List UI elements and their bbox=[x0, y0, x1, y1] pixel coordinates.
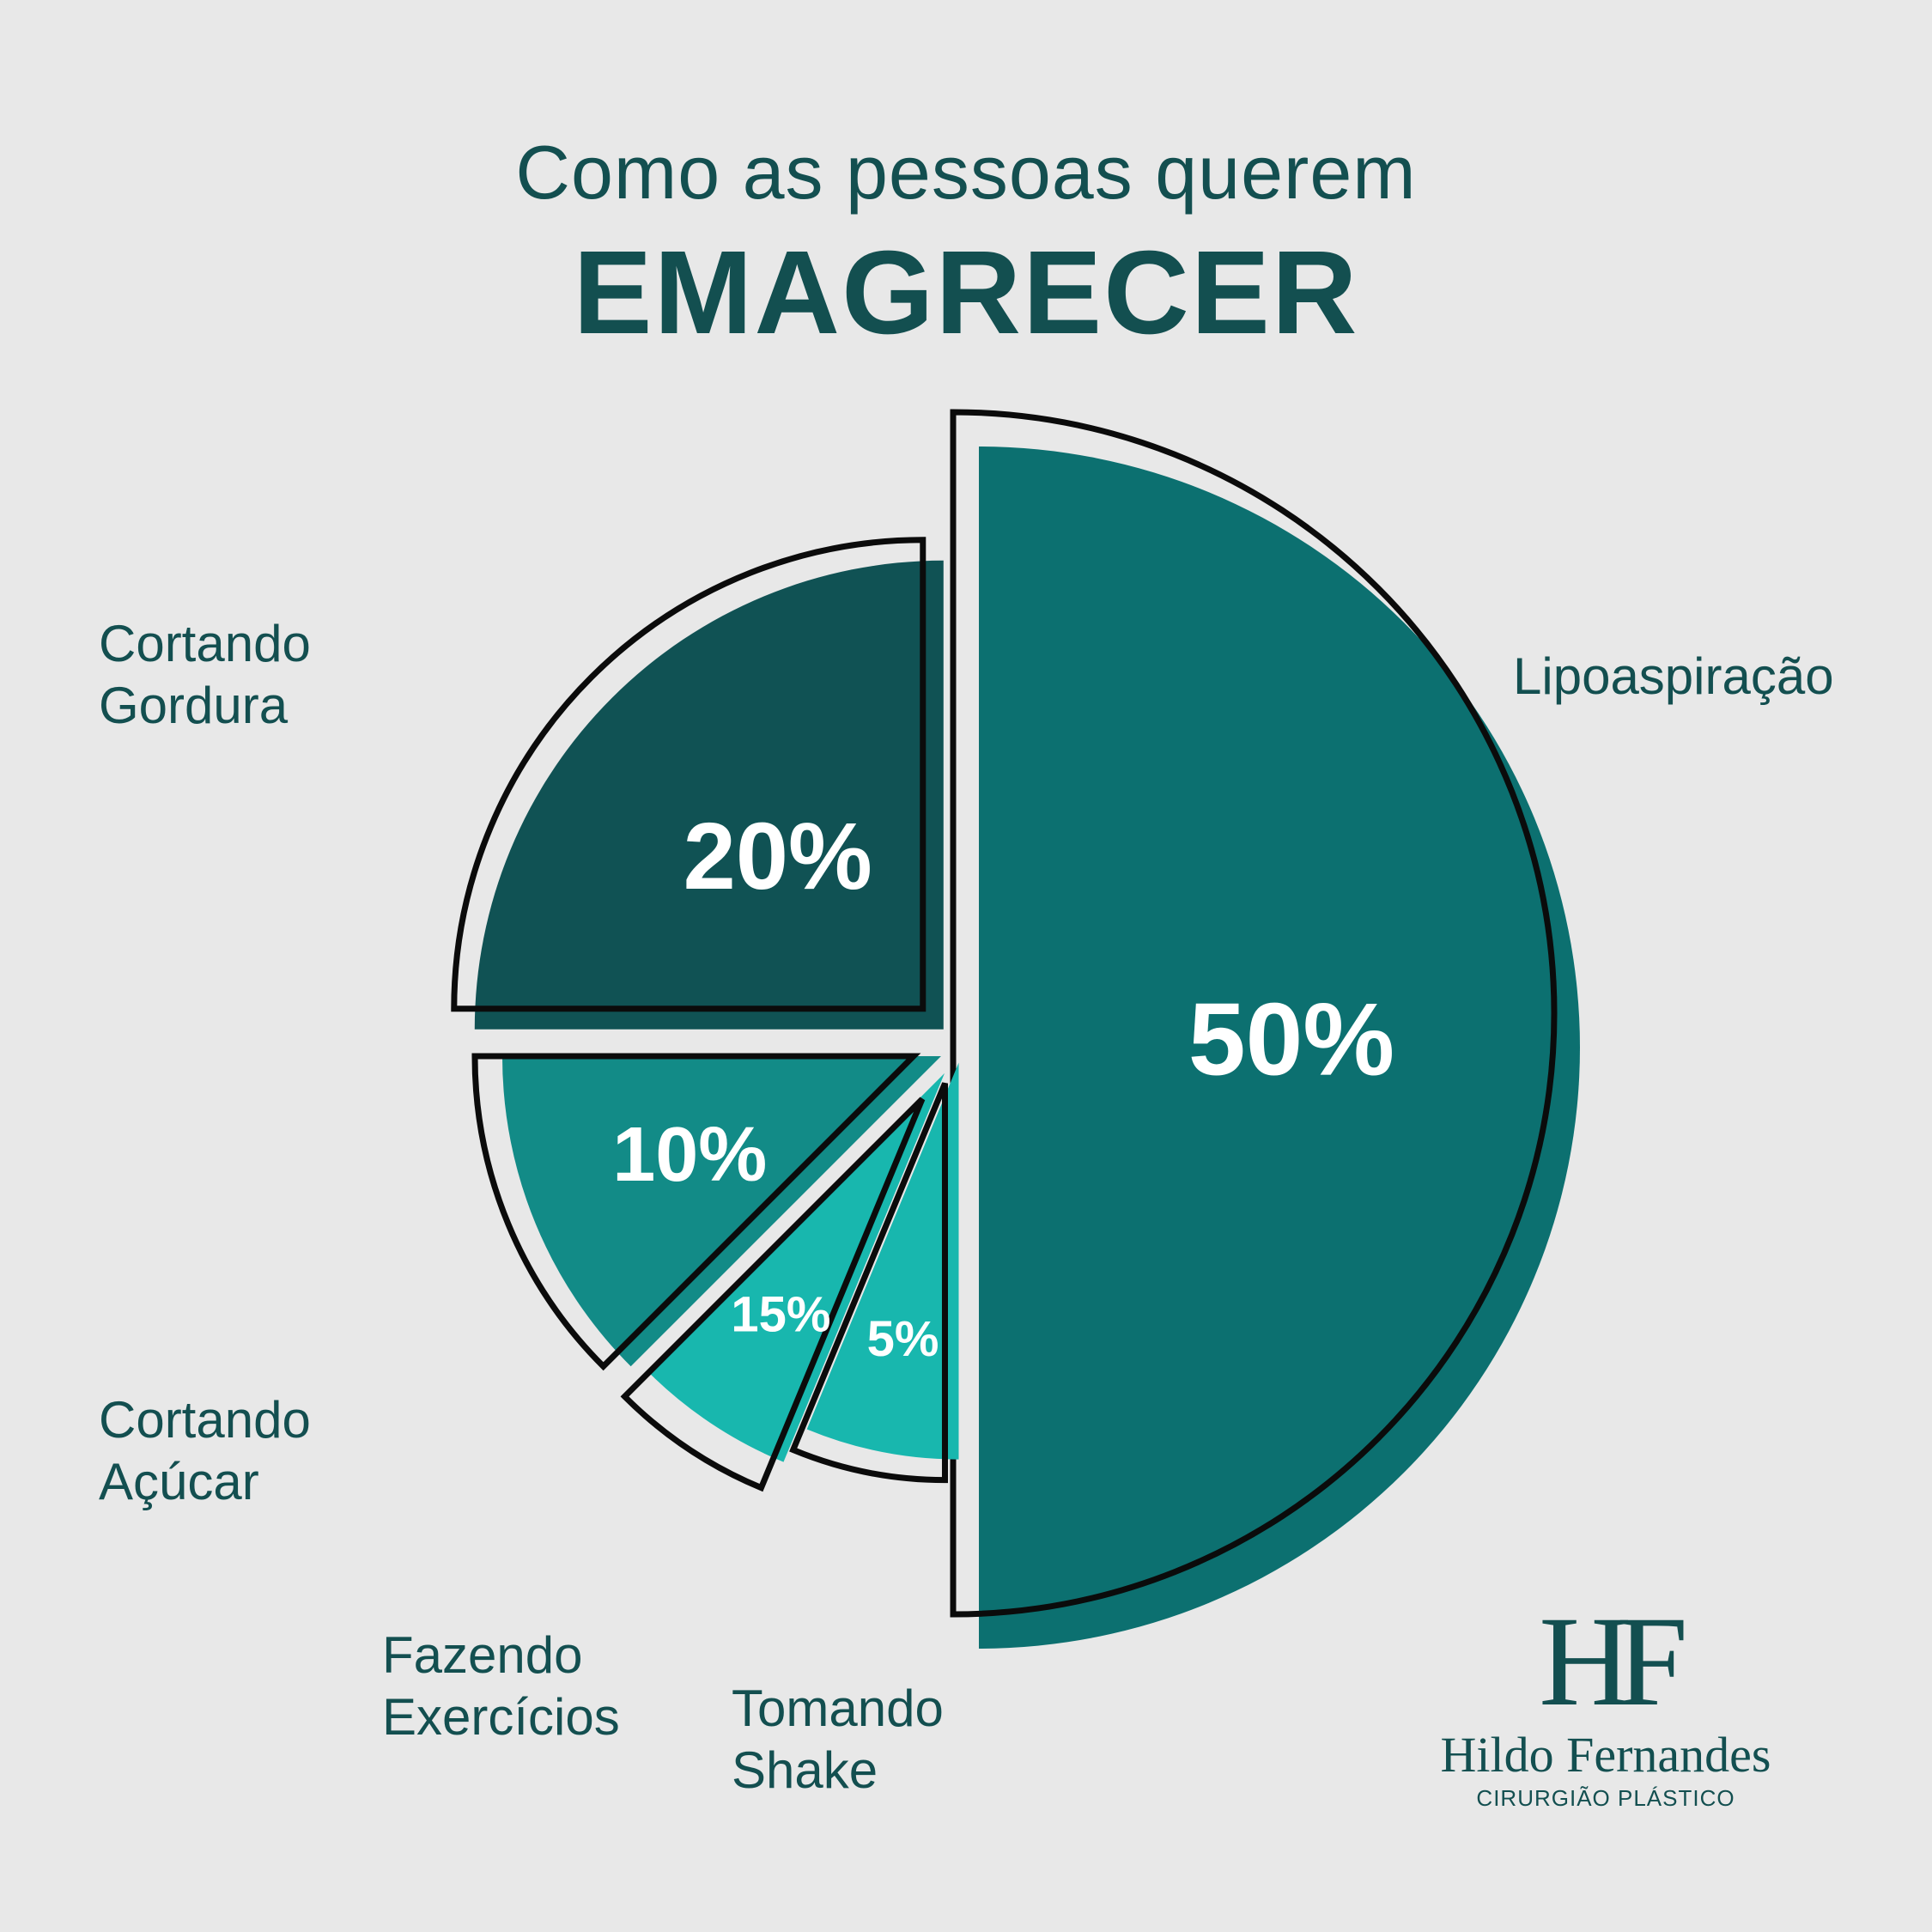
pie-slice-2 bbox=[501, 1055, 941, 1367]
logo-subtitle: CIRURGIÃO PLÁSTICO bbox=[1476, 1785, 1735, 1811]
pie-slice-4 bbox=[806, 1062, 959, 1460]
logo-name: Hildo Fernandes bbox=[1440, 1727, 1771, 1783]
pie-slice-outline-2 bbox=[471, 1053, 921, 1371]
label-fazendo-exercicios: Fazendo Exercícios bbox=[382, 1626, 620, 1746]
chart-title-line2: EMAGRECER bbox=[573, 227, 1359, 359]
pie-slice-outline-0 bbox=[950, 409, 1558, 1618]
label-tomando-shake: Tomando Shake bbox=[732, 1680, 944, 1799]
pie-slice-outline-1 bbox=[451, 537, 927, 1012]
pie-value-label-2: 10% bbox=[612, 1112, 767, 1198]
logo-monogram: HF bbox=[1539, 1590, 1688, 1733]
pie-value-label-4: 5% bbox=[867, 1311, 939, 1367]
label-cortando-acucar: Cortando Açúcar bbox=[99, 1391, 311, 1510]
pie-slice-0 bbox=[979, 447, 1580, 1649]
label-lipoaspiracao: Lipoaspiração bbox=[1513, 647, 1834, 705]
chart-title-line1: Como as pessoas querem bbox=[515, 130, 1417, 215]
pie-value-label-3: 15% bbox=[731, 1286, 830, 1342]
pie-slice-outline-4 bbox=[789, 1082, 948, 1484]
pie-value-label-0: 50% bbox=[1188, 982, 1394, 1097]
pie-slice-3 bbox=[647, 1072, 945, 1462]
label-cortando-gordura: Cortando Gordura bbox=[99, 615, 311, 734]
brand-logo: HF Hildo Fernandes CIRURGIÃO PLÁSTICO bbox=[1408, 1590, 1803, 1812]
pie-value-label-1: 20% bbox=[683, 804, 872, 909]
pie-slice-1 bbox=[474, 560, 944, 1030]
pie-slice-outline-3 bbox=[620, 1097, 926, 1492]
